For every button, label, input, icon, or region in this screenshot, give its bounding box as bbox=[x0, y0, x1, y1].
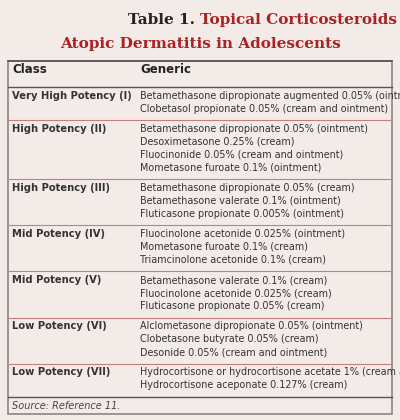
Text: Desonide 0.05% (cream and ointment): Desonide 0.05% (cream and ointment) bbox=[140, 347, 327, 357]
Text: Betamethasone dipropionate augmented 0.05% (ointment): Betamethasone dipropionate augmented 0.0… bbox=[140, 91, 400, 100]
Text: Betamethasone dipropionate 0.05% (cream): Betamethasone dipropionate 0.05% (cream) bbox=[140, 183, 355, 193]
Text: Betamethasone valerate 0.1% (ointment): Betamethasone valerate 0.1% (ointment) bbox=[140, 196, 341, 206]
Text: Mometasone furoate 0.1% (cream): Mometasone furoate 0.1% (cream) bbox=[140, 242, 308, 252]
Text: High Potency (II): High Potency (II) bbox=[12, 124, 106, 134]
Text: Low Potency (VII): Low Potency (VII) bbox=[12, 368, 110, 377]
Text: Betamethasone dipropionate 0.05% (ointment): Betamethasone dipropionate 0.05% (ointme… bbox=[140, 124, 368, 134]
Text: Topical Corticosteroids for: Topical Corticosteroids for bbox=[200, 13, 400, 27]
Text: Mometasone furoate 0.1% (ointment): Mometasone furoate 0.1% (ointment) bbox=[140, 163, 321, 173]
Text: Atopic Dermatitis in Adolescents: Atopic Dermatitis in Adolescents bbox=[60, 37, 340, 51]
Text: Source: Reference 11.: Source: Reference 11. bbox=[12, 401, 120, 411]
Text: Alclometasone dipropionate 0.05% (ointment): Alclometasone dipropionate 0.05% (ointme… bbox=[140, 321, 363, 331]
Text: Mid Potency (IV): Mid Potency (IV) bbox=[12, 229, 105, 239]
Text: Table 1.: Table 1. bbox=[128, 13, 200, 27]
Text: High Potency (III): High Potency (III) bbox=[12, 183, 110, 193]
Text: Fluocinolone acetonide 0.025% (ointment): Fluocinolone acetonide 0.025% (ointment) bbox=[140, 229, 345, 239]
Text: Class: Class bbox=[12, 63, 47, 76]
Text: Fluticasone propionate 0.05% (cream): Fluticasone propionate 0.05% (cream) bbox=[140, 301, 324, 311]
Text: Generic: Generic bbox=[140, 63, 191, 76]
Text: Mid Potency (V): Mid Potency (V) bbox=[12, 275, 101, 285]
Text: Clobetasol propionate 0.05% (cream and ointment): Clobetasol propionate 0.05% (cream and o… bbox=[140, 103, 388, 113]
Text: Betamethasone valerate 0.1% (cream): Betamethasone valerate 0.1% (cream) bbox=[140, 275, 327, 285]
Text: Hydrocortisone aceponate 0.127% (cream): Hydrocortisone aceponate 0.127% (cream) bbox=[140, 381, 347, 390]
Text: Fluocinolone acetonide 0.025% (cream): Fluocinolone acetonide 0.025% (cream) bbox=[140, 288, 332, 298]
Text: Fluticasone propionate 0.005% (ointment): Fluticasone propionate 0.005% (ointment) bbox=[140, 209, 344, 219]
Text: Hydrocortisone or hydrocortisone acetate 1% (cream and ointment): Hydrocortisone or hydrocortisone acetate… bbox=[140, 368, 400, 377]
Text: Low Potency (VI): Low Potency (VI) bbox=[12, 321, 107, 331]
Text: Desoximetasone 0.25% (cream): Desoximetasone 0.25% (cream) bbox=[140, 136, 294, 147]
Text: Triamcinolone acetonide 0.1% (cream): Triamcinolone acetonide 0.1% (cream) bbox=[140, 255, 326, 265]
Text: Very High Potency (I): Very High Potency (I) bbox=[12, 91, 132, 100]
Text: Clobetasone butyrate 0.05% (cream): Clobetasone butyrate 0.05% (cream) bbox=[140, 334, 319, 344]
Text: Fluocinonide 0.05% (cream and ointment): Fluocinonide 0.05% (cream and ointment) bbox=[140, 150, 343, 160]
